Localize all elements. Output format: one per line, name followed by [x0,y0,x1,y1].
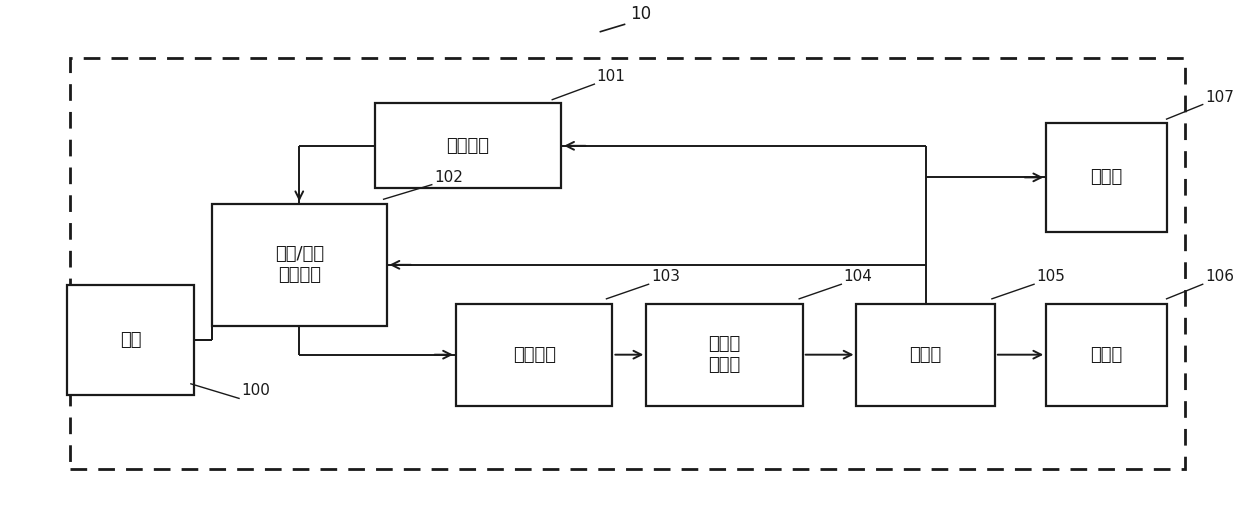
Bar [647,304,803,406]
Text: 102: 102 [434,170,463,185]
Text: 发射电路: 发射电路 [446,137,489,155]
Bar [1046,304,1167,406]
Bar [456,304,612,406]
Text: 100: 100 [242,383,270,399]
Text: 107: 107 [1206,90,1234,104]
Bar [212,204,387,325]
Text: 显示器: 显示器 [1090,346,1123,364]
Text: 波束合
成电路: 波束合 成电路 [709,335,741,374]
Text: 10: 10 [631,6,652,23]
Bar [1046,123,1167,232]
Text: 探头: 探头 [120,331,141,349]
Text: 105: 105 [1037,269,1066,284]
Bar [71,58,1184,469]
Text: 104: 104 [844,269,872,284]
Bar [374,103,561,188]
Text: 103: 103 [650,269,680,284]
Text: 接收电路: 接收电路 [513,346,555,364]
Text: 101: 101 [597,69,626,84]
Text: 发射/接收
选择开关: 发射/接收 选择开关 [275,245,323,284]
Text: 存储器: 存储器 [1090,168,1123,187]
Bar [856,304,995,406]
Bar [67,285,193,395]
Text: 处理器: 处理器 [909,346,942,364]
Text: 106: 106 [1206,269,1234,284]
